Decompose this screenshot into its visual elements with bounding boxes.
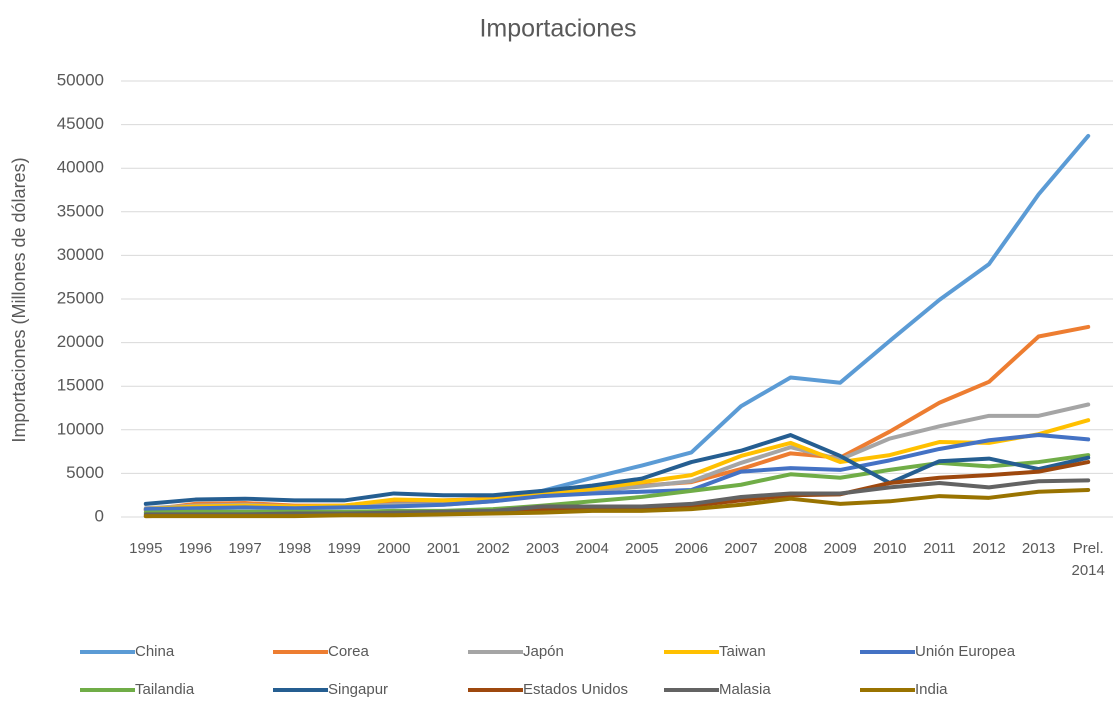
x-tick-label: 2007	[724, 540, 758, 557]
legend-label: Singapur	[328, 681, 388, 698]
y-tick-label: 35000	[57, 201, 104, 220]
x-tick-label: 2009	[823, 540, 857, 557]
y-tick-label: 25000	[57, 288, 104, 307]
series-line	[143, 487, 1091, 519]
x-tick-label: Prel. 2014	[1071, 540, 1105, 579]
y-tick-label: 40000	[57, 158, 104, 177]
x-tick-label: 2003	[525, 540, 560, 557]
legend-label: Malasia	[719, 681, 771, 698]
x-tick-label: 1999	[327, 540, 361, 557]
y-tick-label: 20000	[57, 332, 104, 351]
y-tick-label: 30000	[57, 245, 104, 264]
series-line	[143, 133, 1091, 513]
y-tick-label: 15000	[57, 376, 104, 395]
legend-label: Corea	[328, 643, 370, 660]
series-line	[143, 478, 1091, 517]
x-tick-label: 2012	[972, 540, 1006, 557]
chart-title: Importaciones	[479, 15, 636, 43]
x-tick-label: 2010	[873, 540, 907, 557]
legend-label: Unión Europea	[915, 643, 1016, 660]
x-tick-label: 1996	[178, 540, 213, 557]
legend-label: China	[135, 643, 175, 660]
x-tick-label: 2013	[1021, 540, 1056, 557]
x-tick-label: 2000	[377, 540, 411, 557]
x-tick-label: 1995	[129, 540, 163, 557]
x-tick-label: 2005	[625, 540, 659, 557]
y-tick-label: 10000	[57, 419, 104, 438]
series-line	[143, 433, 1091, 506]
x-tick-label: 1997	[228, 540, 262, 557]
series-line	[143, 433, 1091, 512]
legend-label: Estados Unidos	[523, 681, 628, 698]
x-tick-label: 2008	[773, 540, 808, 557]
y-axis-label: Importaciones (Millones de dólares)	[9, 157, 29, 442]
x-tick-label: 2006	[674, 540, 709, 557]
y-tick-label: 5000	[66, 463, 104, 482]
legend-label: Tailandia	[135, 681, 195, 698]
x-tick-label: 1998	[277, 540, 312, 557]
x-tick-label: 2001	[426, 540, 461, 557]
legend-label: India	[915, 681, 948, 698]
legend-label: Japón	[523, 643, 564, 660]
legend-label: Taiwan	[719, 643, 766, 660]
y-tick-label: 45000	[57, 114, 104, 133]
y-tick-label: 50000	[57, 70, 104, 89]
x-tick-label: 2002	[476, 540, 510, 557]
x-tick-label: 2011	[923, 540, 956, 557]
y-tick-label: 0	[95, 506, 104, 525]
x-tick-label: 2004	[575, 540, 609, 557]
